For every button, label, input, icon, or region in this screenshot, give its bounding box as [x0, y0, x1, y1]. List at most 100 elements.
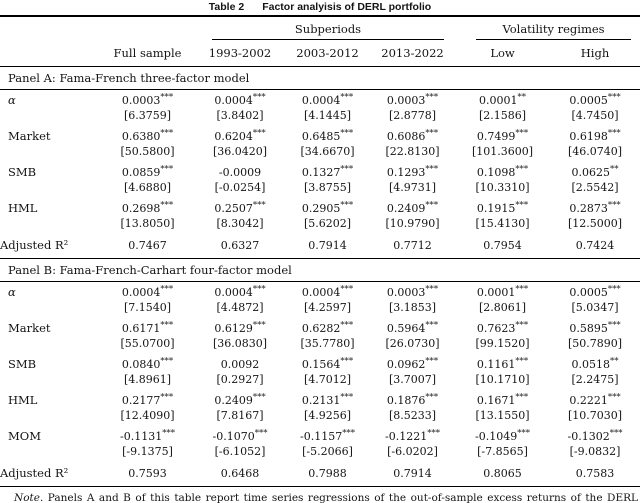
coef-value: -0.1302	[567, 429, 610, 443]
tstat-cell: [101.3600]	[471, 145, 534, 158]
factor-label: MOM	[8, 429, 41, 443]
coef-cell: 0.0518**	[550, 354, 640, 372]
coef-cell: 0.0092	[195, 354, 285, 372]
coef-value: 0.5964	[386, 321, 426, 335]
significance-stars: ***	[425, 163, 439, 174]
coef-value: 0.2177	[121, 393, 161, 407]
tstat-cell: [10.9790]	[385, 217, 440, 230]
significance-stars: ***	[340, 355, 354, 366]
significance-stars: ***	[252, 199, 266, 210]
col-subperiod-3: 2013-2022	[370, 41, 456, 67]
significance-stars: ***	[515, 355, 529, 366]
empty-cell	[0, 108, 100, 126]
tstat-cell: [7.1540]	[123, 301, 172, 314]
empty-cell	[0, 336, 100, 354]
tstat-cell: [0.2927]	[216, 373, 264, 386]
significance-stars: ***	[425, 391, 439, 402]
significance-stars: ***	[515, 127, 529, 138]
coef-value: 0.0004	[214, 285, 253, 299]
tstat-cell: [4.9256]	[303, 409, 352, 422]
coef-cell: 0.0001**	[455, 90, 550, 109]
significance-stars: ***	[607, 91, 621, 102]
empty-cell	[0, 144, 100, 162]
tstat-cell: [2.8778]	[388, 109, 437, 122]
coef-cell: 0.0625**	[550, 162, 640, 180]
adjusted-r2-value: 0.7954	[483, 238, 522, 252]
adjusted-r2-value: 0.7467	[128, 238, 167, 252]
volatility-group-header: Volatility regimes	[455, 16, 640, 41]
adjusted-r2-label: Adjusted R²	[0, 466, 69, 480]
coef-cell: 0.6198***	[550, 126, 640, 144]
tstat-cell: [34.6670]	[300, 145, 355, 158]
significance-stars: ***	[340, 391, 354, 402]
tstat-cell: [13.1550]	[475, 409, 530, 422]
table-number: Table 2	[208, 1, 245, 13]
coef-cell: 0.1564***	[285, 354, 370, 372]
coef-value: -0.1049	[475, 429, 518, 443]
note-label: Note.	[14, 492, 44, 503]
coef-cell: 0.0004***	[285, 90, 370, 109]
significance-stars: ***	[160, 91, 174, 102]
tstat-cell: [-6.1052]	[214, 445, 266, 458]
coef-cell: -0.1070***	[195, 426, 285, 444]
significance-stars: ***	[340, 319, 354, 330]
coef-value: 0.1564	[301, 357, 341, 371]
tstat-cell: [-0.0254]	[214, 181, 266, 194]
coef-value: 0.0518	[571, 357, 611, 371]
coef-cell: 0.6380***	[100, 126, 195, 144]
coef-cell: 0.0005***	[550, 282, 640, 301]
significance-stars: ***	[515, 283, 529, 294]
panel-title: Panel A: Fama-French three-factor model	[0, 66, 640, 90]
coef-cell: 0.5964***	[370, 318, 455, 336]
coef-value: 0.1876	[386, 393, 426, 407]
coefficient-row: HML 0.2177*** 0.2409*** 0.2131*** 0.1876*** 0…	[0, 390, 640, 408]
coef-cell: 0.6204***	[195, 126, 285, 144]
significance-stars: ***	[252, 283, 266, 294]
coef-value: 0.2873	[569, 201, 608, 215]
significance-stars: ***	[160, 355, 174, 366]
coef-cell: 0.0003***	[100, 90, 195, 109]
factor-label: HML	[8, 201, 38, 215]
significance-stars: ***	[425, 91, 439, 102]
tstat-cell: [13.8050]	[120, 217, 175, 230]
coef-value: 0.0001	[476, 285, 516, 299]
tstat-row: [12.4090] [7.8167] [4.9256] [8.5233] [13.155…	[0, 408, 640, 426]
significance-stars: ***	[160, 283, 174, 294]
empty-cell	[0, 180, 100, 198]
tstat-cell: [4.2597]	[303, 301, 352, 314]
tstat-cell: [2.2475]	[571, 373, 619, 386]
significance-stars: ***	[160, 199, 174, 210]
coefficient-row: α 0.0004*** 0.0004*** 0.0004*** 0.0003*** 0.0…	[0, 282, 640, 301]
tstat-cell: [4.8961]	[123, 373, 172, 386]
significance-stars: ***	[425, 355, 439, 366]
coef-cell: 0.6485***	[285, 126, 370, 144]
coef-cell: -0.1131***	[100, 426, 195, 444]
factor-label: α	[8, 93, 16, 107]
tstat-row: [7.1540] [4.4872] [4.2597] [3.1853] [2.8061]…	[0, 300, 640, 318]
empty-cell	[0, 408, 100, 426]
subperiods-label: Subperiods	[212, 22, 445, 40]
tstat-row: [4.6880] [-0.0254] [3.8755] [4.9731] [10.331…	[0, 180, 640, 198]
coef-cell: -0.0009	[195, 162, 285, 180]
panel-a-body: Panel A: Fama-French three-factor model α…	[0, 66, 640, 259]
coef-cell: -0.1157***	[285, 426, 370, 444]
significance-stars: ***	[427, 427, 440, 438]
coef-value: 0.0625	[571, 165, 611, 179]
tstat-cell: [46.0740]	[567, 145, 623, 158]
coef-cell: 0.1876***	[370, 390, 455, 408]
adjusted-r2-value: 0.7914	[393, 466, 432, 480]
adjusted-r2-row: Adjusted R² 0.7593 0.6468 0.7988 0.7914 0.806…	[0, 462, 640, 487]
tstat-cell: [2.8061]	[478, 301, 527, 314]
group-header-row: Subperiods Volatility regimes	[0, 16, 640, 41]
tstat-row: [50.5800] [36.0420] [34.6670] [22.8130] [101…	[0, 144, 640, 162]
tstat-row: [13.8050] [8.3042] [5.6202] [10.9790] [15.41…	[0, 216, 640, 234]
coef-cell: 0.5895***	[550, 318, 640, 336]
tstat-cell: [12.5000]	[567, 217, 623, 230]
significance-stars: ***	[340, 163, 354, 174]
significance-stars: ***	[425, 319, 439, 330]
factor-label: Market	[8, 129, 51, 143]
coef-cell: 0.6282***	[285, 318, 370, 336]
coef-cell: 0.0962***	[370, 354, 455, 372]
factor-analysis-table: Subperiods Volatility regimes Full sampl…	[0, 15, 640, 487]
